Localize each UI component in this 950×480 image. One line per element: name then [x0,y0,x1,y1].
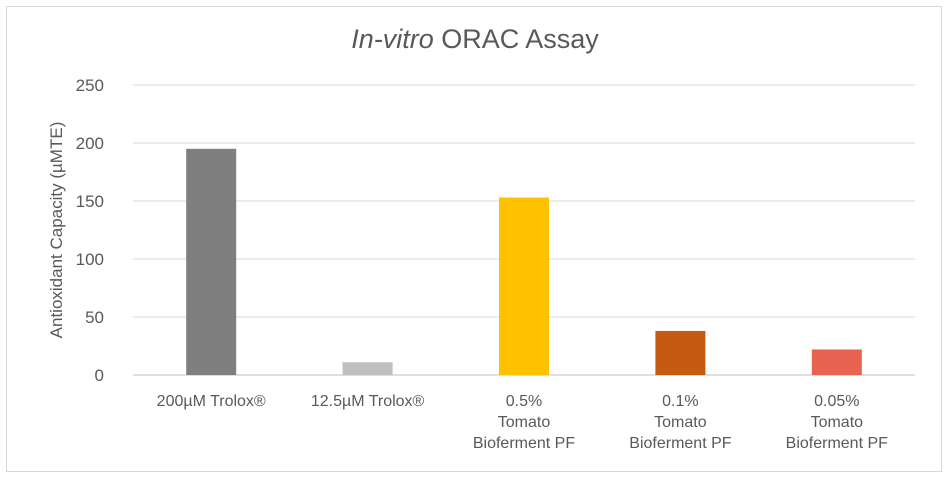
x-tick-label-line: Tomato [654,414,707,431]
y-tick-label: 100 [76,250,104,269]
y-tick-label: 50 [85,308,104,327]
chart-frame [6,6,942,472]
y-tick-label: 150 [76,192,104,211]
x-tick-label-line: 0.5% [506,393,542,410]
x-tick-label: 0.05% Tomato Bioferment PF [786,393,888,452]
x-tick-label: 12.5µM Trolox® [311,393,425,410]
x-tick-label-line: 12.5µM Trolox® [311,393,425,410]
x-tick-label-line: 200µM Trolox® [157,393,266,410]
x-tick-label: 0.1% Tomato Bioferment PF [629,393,731,452]
x-tick-label-line: 0.1% [662,393,698,410]
bar [186,148,237,375]
x-tick-label: 0.5% Tomato Bioferment PF [473,393,575,452]
x-tick-label-line: Bioferment PF [473,435,575,452]
y-tick-label: 250 [76,76,104,95]
y-tick-label: 0 [95,366,104,385]
chart-title-rest: ORAC Assay [433,24,599,54]
x-tick-label: 200µM Trolox® [157,393,266,410]
bar [655,330,706,375]
x-tick-label-line: Bioferment PF [629,435,731,452]
chart-title-italic: In-vitro [351,24,434,54]
x-tick-label-line: Bioferment PF [786,435,888,452]
chart-title: In-vitro ORAC Assay [0,24,950,55]
x-tick-label-line: Tomato [811,414,864,431]
x-tick-label-line: 0.05% [814,393,859,410]
bar [342,362,393,375]
y-tick-label: 200 [76,134,104,153]
bar [811,349,862,375]
x-tick-label-line: Tomato [498,414,551,431]
bar [499,197,549,375]
y-axis-label: Antioxidant Capacity (µMTE) [47,122,66,339]
